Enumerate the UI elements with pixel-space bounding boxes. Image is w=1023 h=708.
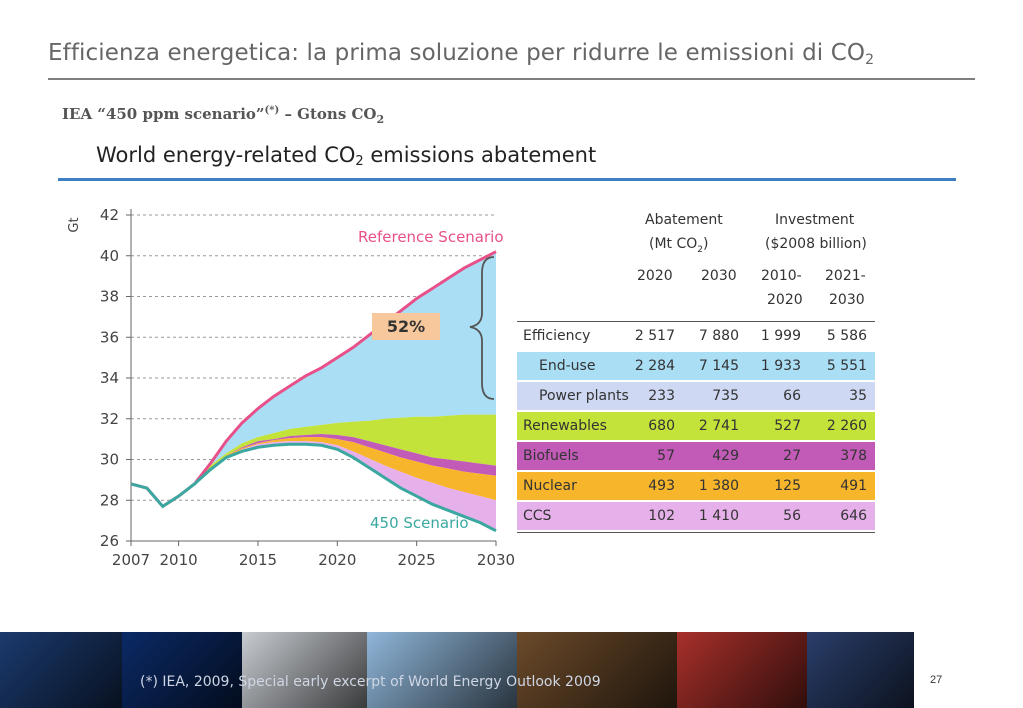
y-axis-label: Gt [67, 217, 82, 232]
abatement-2030: 1 410 [698, 508, 739, 524]
investment-2010-2020: 27 [783, 448, 801, 464]
abatement-2020: 2 284 [634, 358, 675, 374]
header-abatement: Abatement [645, 212, 723, 228]
row-label: Biofuels [523, 448, 579, 464]
y-tick-label-36: 36 [100, 328, 119, 346]
band-nuclear [131, 437, 496, 507]
band-biofuels [131, 434, 496, 507]
investment-2021-2030: 5 586 [826, 328, 867, 344]
investment-2021-2030: 646 [840, 508, 867, 524]
abatement-2030: 7 145 [698, 358, 739, 374]
header-abatement-unit: (Mt CO2) [649, 236, 709, 255]
footer-photo [122, 632, 242, 708]
x-tick-label-2030: 2030 [477, 551, 515, 569]
table-header: Abatement (Mt CO2) Investment ($2008 bil… [517, 208, 877, 321]
abatement-2030: 429 [712, 448, 739, 464]
header-col-2010-a: 2010- [761, 268, 802, 284]
investment-2010-2020: 1 999 [760, 328, 801, 344]
table-row: Efficiency 2 517 7 880 1 999 5 586 [517, 322, 875, 351]
abatement-2020: 680 [648, 418, 675, 434]
row-label: Renewables [523, 418, 607, 434]
investment-2021-2030: 35 [849, 388, 867, 404]
slide-subtitle: IEA “450 ppm scenario”(*) – Gtons CO2 [62, 105, 385, 126]
table-row: Renewables 680 2 741 527 2 260 [517, 412, 875, 441]
abatement-2030: 2 741 [698, 418, 739, 434]
footer-photo [242, 632, 367, 708]
y-tick-label-26: 26 [100, 532, 119, 550]
header-investment: Investment [775, 212, 855, 228]
y-tick-label-40: 40 [100, 247, 119, 265]
investment-2021-2030: 5 551 [826, 358, 867, 374]
table-row: CCS 102 1 410 56 646 [517, 502, 875, 531]
y-tick-label-32: 32 [100, 410, 119, 428]
y-tick-label-34: 34 [100, 369, 119, 387]
header-col-2010-b: 2020 [767, 292, 803, 308]
emissions-area-chart: 26 28 30 32 34 36 38 40 42 Gt 2007 2010 2015 2020 2025… [67, 206, 515, 569]
band-renewables [131, 414, 496, 507]
footer-photo [367, 632, 517, 708]
x-tick-label-2020: 2020 [318, 551, 356, 569]
x-tick-label-2015: 2015 [239, 551, 277, 569]
abatement-2020: 233 [648, 388, 675, 404]
table-row: Nuclear 493 1 380 125 491 [517, 472, 875, 501]
footer-photo [0, 632, 122, 708]
table-top-rule [517, 321, 875, 322]
figure-title-rule [58, 178, 956, 181]
investment-2010-2020: 527 [774, 418, 801, 434]
table-row: End-use 2 284 7 145 1 933 5 551 [517, 352, 875, 381]
abatement-2030: 1 380 [698, 478, 739, 494]
investment-2010-2020: 1 933 [760, 358, 801, 374]
row-label: Efficiency [523, 328, 591, 344]
header-col-2030: 2030 [701, 268, 737, 284]
abatement-brace [469, 256, 495, 400]
abatement-2020: 493 [648, 478, 675, 494]
footer-photo [807, 632, 914, 708]
footer-photo-strip [0, 632, 914, 708]
row-label: Nuclear [523, 478, 577, 494]
abatement-2030: 7 880 [698, 328, 739, 344]
table-row: Biofuels 57 429 27 378 [517, 442, 875, 471]
y-tick-label-28: 28 [100, 491, 119, 509]
row-label: CCS [523, 508, 552, 524]
abatement-2020: 102 [648, 508, 675, 524]
table-bottom-rule [517, 532, 875, 533]
y-tick-label-30: 30 [100, 451, 119, 469]
abatement-2030: 735 [712, 388, 739, 404]
footer-photo [517, 632, 677, 708]
footer-photo [677, 632, 807, 708]
abatement-2020: 2 517 [634, 328, 675, 344]
investment-2021-2030: 378 [840, 448, 867, 464]
header-col-2021-a: 2021- [825, 268, 866, 284]
header-col-2020: 2020 [637, 268, 673, 284]
x-tick-label-2010: 2010 [160, 551, 198, 569]
band-ccs [131, 441, 496, 531]
abatement-2020: 57 [657, 448, 675, 464]
page-number: 27 [930, 674, 943, 686]
investment-2010-2020: 125 [774, 478, 801, 494]
x-tick-label-2007: 2007 [112, 551, 150, 569]
investment-2010-2020: 56 [783, 508, 801, 524]
y-tick-label-38: 38 [100, 288, 119, 306]
title-divider [48, 78, 975, 80]
slide-title: Efficienza energetica: la prima soluzion… [48, 40, 875, 68]
x-tick-label-2025: 2025 [398, 551, 436, 569]
y-tick-label-42: 42 [100, 206, 119, 224]
investment-2010-2020: 66 [783, 388, 801, 404]
header-col-2021-b: 2030 [829, 292, 865, 308]
row-label: End-use [539, 358, 596, 374]
series-line-450 [130, 442, 497, 533]
figure-title: World energy-related CO2 emissions abate… [96, 143, 597, 169]
annotation-450-scenario: 450 Scenario [370, 514, 469, 532]
table-row: Power plants 233 735 66 35 [517, 382, 875, 411]
abatement-table: Abatement (Mt CO2) Investment ($2008 bil… [517, 208, 877, 533]
annotation-reference-scenario: Reference Scenario [358, 228, 504, 246]
investment-2021-2030: 491 [840, 478, 867, 494]
abatement-percent-badge: 52% [372, 313, 440, 340]
source-footnote: (*) IEA, 2009, Special early excerpt of … [140, 674, 601, 690]
investment-2021-2030: 2 260 [826, 418, 867, 434]
header-investment-unit: ($2008 billion) [765, 236, 867, 252]
row-label: Power plants [539, 388, 629, 404]
